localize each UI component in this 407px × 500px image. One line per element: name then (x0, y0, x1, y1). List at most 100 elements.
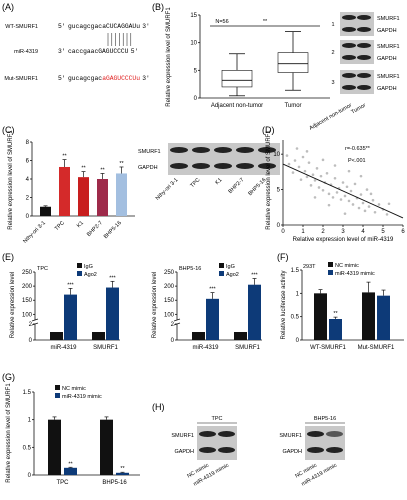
sequence-text: caccgaacGAGUCCCU (68, 48, 129, 55)
c-category-label: BHP5-16 (103, 220, 123, 240)
sequence-prime-3: 3' (142, 75, 150, 82)
b-y-tick-label: 5 (194, 68, 198, 74)
e-y-tick-label: 150 (164, 298, 175, 304)
h-blot-background (197, 426, 237, 460)
g-sig-label: ** (120, 466, 125, 472)
d-fit-line (282, 163, 404, 219)
d-y-axis-label: Relative expression level of SMURF1 (266, 130, 272, 230)
b-band-label: SMURF1 (377, 74, 400, 80)
d-point (369, 192, 373, 196)
e-y-tick-label: 100 (22, 312, 33, 318)
h-band-label: SMURF1 (279, 433, 302, 439)
g-legend-swatch (55, 393, 60, 398)
h-band-label: SMURF1 (171, 433, 194, 439)
h-band (218, 447, 235, 453)
b-band (357, 43, 371, 48)
d-y-tick-label: 10 (273, 152, 280, 158)
b-band (342, 43, 356, 48)
d-point (353, 182, 357, 186)
panel-label-a: (A) (2, 2, 14, 12)
g-bar (64, 467, 77, 475)
d-point (301, 155, 305, 159)
e-bar-igg (92, 332, 105, 340)
e-y-axis-label: Relative expression level (152, 272, 158, 338)
b-band (342, 27, 356, 32)
e-y-tick-label: 0 (29, 338, 33, 344)
c-blot-col-label: K1 (214, 177, 223, 186)
c-band (236, 147, 254, 153)
g-y-tick-label: 0 (28, 473, 32, 479)
c-sig-label: ** (62, 154, 67, 160)
d-point (331, 196, 335, 199)
d-point (343, 194, 347, 198)
e-category-label: miR-4319 (192, 345, 219, 351)
d-point (333, 164, 337, 167)
b-blot-col-label: Tumor (350, 102, 367, 115)
d-p-text: P<.001 (348, 158, 366, 164)
d-y-tick-label: 0 (277, 223, 281, 229)
c-band (258, 163, 276, 169)
g-bar (100, 419, 113, 475)
b-band (357, 27, 371, 32)
d-point (321, 158, 325, 162)
e-category-label: SMURF1 (235, 345, 260, 351)
g-legend-label: NC mimic (62, 386, 86, 392)
e-bar-ago2 (64, 294, 77, 340)
b-band (342, 85, 356, 90)
g-y-tick-label: 0.5 (23, 445, 32, 451)
d-point (295, 147, 299, 150)
d-point (385, 213, 389, 216)
d-point (327, 203, 331, 207)
c-y-tick-label: 0 (26, 214, 30, 220)
g-category-label: TPC (57, 480, 70, 486)
g-legend-swatch (55, 385, 60, 390)
h-blot-title: TPC (212, 416, 223, 422)
d-point (347, 199, 351, 203)
d-point (373, 210, 377, 214)
e-axis-break-mark (173, 318, 181, 322)
b-band (357, 85, 371, 90)
e-legend-swatch (77, 271, 82, 276)
c-category-label: TPC (54, 220, 66, 232)
d-x-tick-label: 2 (321, 229, 325, 235)
c-blot-col-label: BHP2-7 (228, 177, 246, 195)
c-bar (78, 177, 89, 216)
g-sig-label: ** (68, 461, 73, 467)
e-sig-label: *** (109, 275, 116, 281)
e-y-axis-label: Relative expression level (10, 272, 16, 338)
d-point (311, 173, 315, 177)
d-point (387, 202, 391, 206)
e-sig-label: *** (67, 282, 74, 288)
g-y-tick-label: 1 (28, 418, 32, 424)
d-point (307, 161, 311, 164)
d-point (303, 169, 307, 173)
d-point (305, 150, 309, 153)
b-band (357, 55, 371, 60)
sequence-text: gucagcgac (68, 23, 102, 30)
c-y-tick-label: 2 (26, 196, 30, 202)
c-y-axis-label: Relative expression level of SMURF1 (8, 130, 14, 230)
e-category-label: SMURF1 (93, 345, 118, 351)
sequence-text: aCUCAGGAUu (102, 23, 140, 30)
f-legend-label: NC mimic (335, 263, 359, 269)
h-blot-title: BHP5-16 (314, 416, 336, 422)
f-legend-swatch (328, 262, 333, 267)
d-point (309, 184, 313, 187)
b-band-label: SMURF1 (377, 16, 400, 22)
d-point (351, 203, 355, 206)
c-category-label: K1 (76, 220, 85, 229)
e-chart-title: BHP5-16 (179, 266, 201, 272)
d-point (325, 171, 329, 175)
e-legend-label: IgG (226, 264, 235, 270)
panel-label-d: (D) (262, 125, 275, 135)
b-n-text: N=56 (215, 19, 228, 25)
f-legend-label: miR-4319 mimic (335, 271, 375, 277)
d-point (319, 174, 323, 178)
c-band (170, 163, 188, 169)
f-bar (329, 319, 342, 340)
h-band (199, 447, 216, 453)
c-sig-label: ** (81, 166, 86, 172)
b-blot-col-label: Adjacent non-tumor (308, 102, 353, 131)
f-bar (377, 295, 390, 340)
